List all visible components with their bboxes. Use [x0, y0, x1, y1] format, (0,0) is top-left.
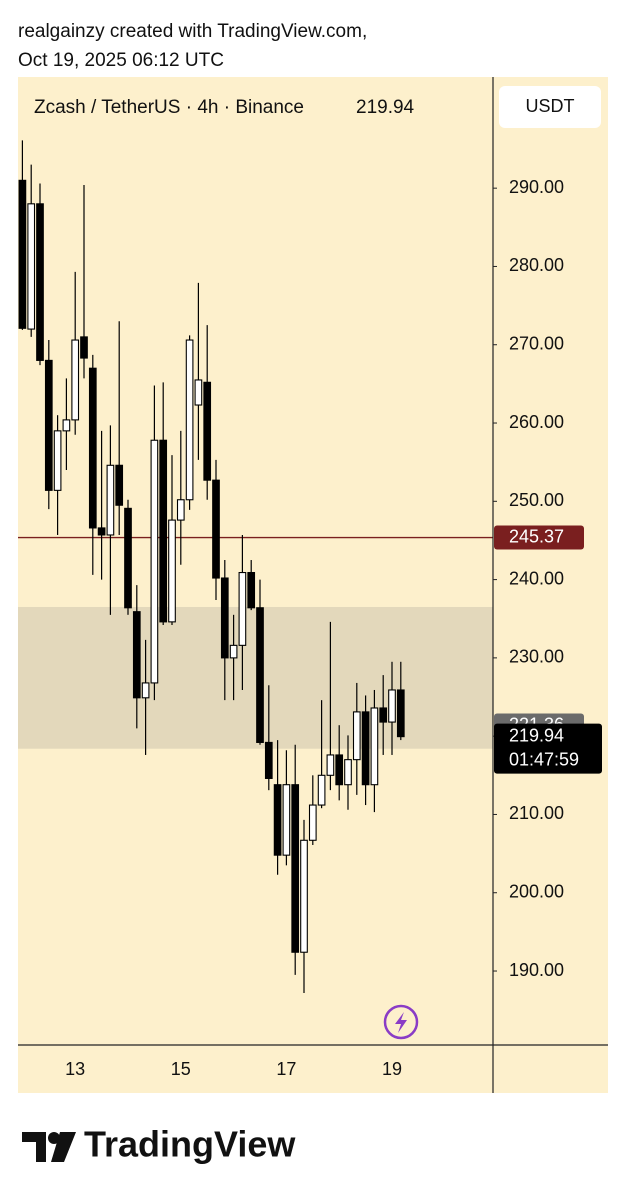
candle-body [344, 759, 352, 786]
countdown-label: 01:47:59 [509, 749, 579, 769]
candle-body [80, 336, 88, 359]
candle-body [370, 707, 379, 786]
candle-body [212, 479, 220, 579]
last-price-box [494, 723, 602, 774]
candle-body [291, 784, 300, 953]
candle-body [317, 774, 326, 806]
candle-body [36, 203, 44, 361]
x-tick-label: 19 [382, 1059, 402, 1079]
header-line: realgainzy created with TradingView.com, [18, 21, 367, 42]
candle-body [132, 611, 141, 699]
currency-button[interactable] [499, 86, 601, 128]
candle-body [27, 203, 36, 330]
last-price-label: 219.94 [509, 725, 564, 745]
candle-body [150, 439, 159, 684]
candle-body [88, 367, 97, 529]
candle-body [115, 464, 124, 506]
candle-body [44, 359, 53, 491]
x-tick-label: 17 [276, 1059, 296, 1079]
candle-body [159, 439, 168, 623]
lightning-icon[interactable] [383, 1004, 419, 1040]
candle-body [256, 607, 264, 743]
brand-logo [22, 1132, 76, 1162]
candle-body [247, 571, 256, 609]
y-tick-label: 280.00 [509, 255, 564, 275]
chart-background [18, 77, 608, 1093]
candle-body [379, 707, 388, 723]
candle-body [352, 711, 361, 761]
hline-price-label: 245.37 [509, 526, 564, 546]
candle-body [308, 804, 317, 841]
x-tick-label: 13 [65, 1059, 85, 1079]
y-tick-label: 260.00 [509, 412, 564, 432]
candle-body [238, 571, 247, 646]
candle-body [396, 689, 405, 738]
candle-body [71, 339, 80, 421]
candle-body [62, 419, 71, 432]
price-zone [18, 606, 493, 749]
candle-body [18, 179, 27, 329]
y-tick-label: 210.00 [509, 803, 564, 823]
y-tick-label: 240.00 [509, 568, 564, 588]
y-tick-label: 250.00 [509, 490, 564, 510]
candle-body [168, 519, 176, 623]
candle-body [124, 507, 132, 609]
y-tick-label: 190.00 [509, 960, 564, 980]
y-tick-label: 270.00 [509, 333, 564, 353]
candle-body [388, 689, 396, 723]
currency-label: USDT [526, 96, 575, 116]
candle-body [185, 339, 194, 501]
brand-name: TradingView [84, 1124, 296, 1165]
candle-body [106, 464, 115, 536]
candle-body [282, 784, 291, 856]
candle-body [194, 379, 203, 406]
candle-body [176, 499, 185, 521]
candle-body [97, 527, 106, 536]
candle-body [141, 682, 150, 699]
hline-price-box [494, 525, 584, 550]
candle-body [335, 754, 344, 786]
candle-body [300, 839, 308, 953]
candle-body [273, 784, 282, 856]
x-tick-label: 15 [171, 1059, 191, 1079]
y-tick-label: 230.00 [509, 647, 564, 667]
candle-body [229, 644, 238, 659]
candle-body [326, 754, 335, 776]
y-tick-label: 290.00 [509, 177, 564, 197]
candle-body [220, 577, 229, 659]
candle-body [53, 430, 62, 491]
last-price-title: 219.94 [356, 97, 415, 118]
candle-body [264, 741, 273, 779]
plot [18, 140, 493, 993]
header-line: Oct 19, 2025 06:12 UTC [18, 50, 224, 71]
candle-body [361, 711, 370, 786]
candle-body [203, 381, 212, 481]
chart-title: Zcash / TetherUS · 4h · Binance [34, 97, 304, 118]
y-tick-label: 200.00 [509, 881, 564, 901]
